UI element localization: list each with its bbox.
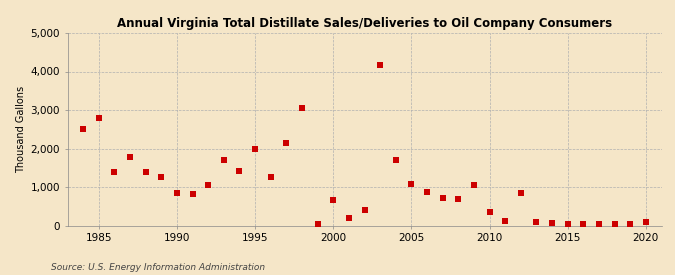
Point [265, 175, 276, 180]
Point [125, 155, 136, 159]
Point [375, 62, 385, 67]
Point [187, 192, 198, 196]
Point [625, 222, 636, 226]
Point [500, 219, 510, 223]
Title: Annual Virginia Total Distillate Sales/Deliveries to Oil Company Consumers: Annual Virginia Total Distillate Sales/D… [117, 17, 612, 31]
Point [390, 158, 401, 162]
Point [468, 183, 479, 187]
Point [296, 106, 307, 110]
Point [202, 183, 213, 187]
Point [562, 222, 573, 226]
Point [234, 169, 245, 173]
Point [610, 222, 620, 226]
Text: Source: U.S. Energy Information Administration: Source: U.S. Energy Information Administ… [51, 263, 265, 272]
Point [531, 219, 542, 224]
Point [109, 170, 119, 175]
Point [406, 182, 416, 186]
Point [171, 191, 182, 195]
Point [250, 146, 261, 151]
Point [344, 216, 354, 220]
Point [140, 170, 151, 175]
Point [219, 158, 230, 162]
Point [437, 196, 448, 200]
Point [313, 222, 323, 227]
Point [422, 190, 433, 194]
Point [156, 175, 167, 180]
Point [281, 141, 292, 145]
Point [578, 222, 589, 227]
Point [359, 208, 370, 212]
Point [328, 198, 339, 203]
Point [78, 127, 88, 131]
Y-axis label: Thousand Gallons: Thousand Gallons [16, 86, 26, 173]
Point [547, 221, 558, 225]
Point [93, 116, 104, 121]
Point [641, 220, 651, 225]
Point [453, 196, 464, 201]
Point [516, 191, 526, 195]
Point [484, 210, 495, 214]
Point [593, 221, 604, 226]
